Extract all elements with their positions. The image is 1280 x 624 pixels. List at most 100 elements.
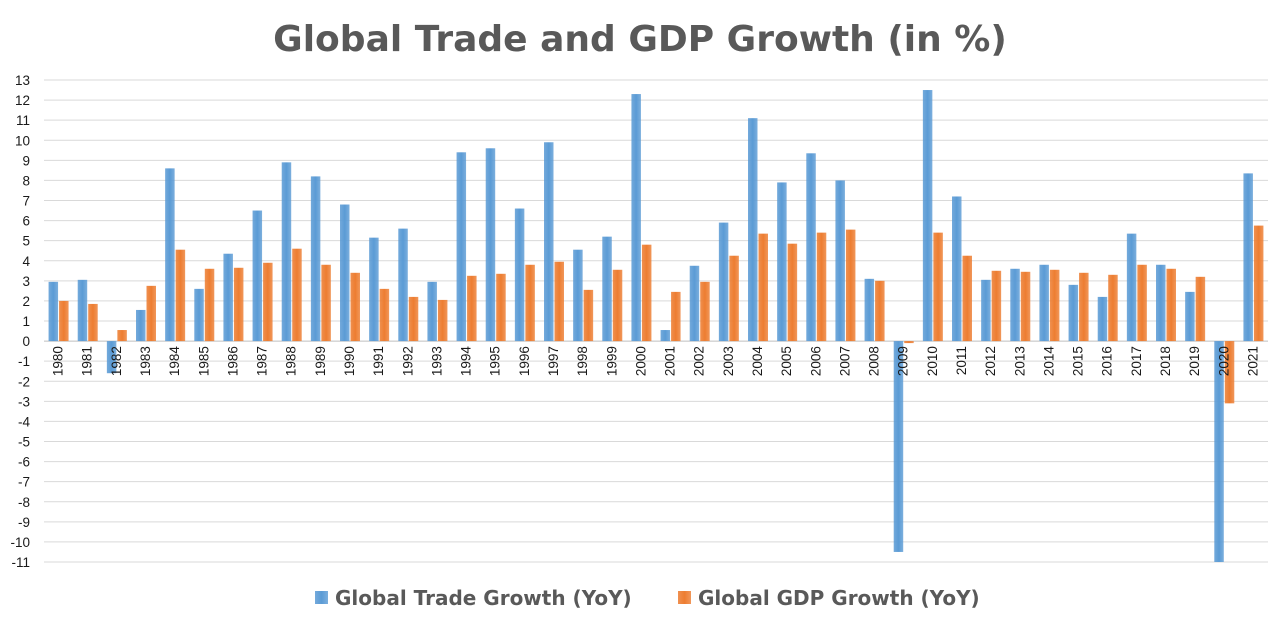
gdp-growth-bar bbox=[350, 272, 360, 342]
gdp-growth-bar bbox=[379, 288, 390, 342]
gdp-growth-bar bbox=[146, 285, 156, 342]
x-tick-label: 1989 bbox=[313, 346, 328, 376]
legend-label-trade: Global Trade Growth (YoY) bbox=[335, 586, 632, 610]
x-tick-label: 2012 bbox=[983, 346, 998, 376]
x-tick-label: 1999 bbox=[604, 346, 619, 376]
trade-growth-bar bbox=[893, 341, 904, 552]
legend-swatch-gdp bbox=[678, 591, 691, 604]
x-tick-label: 2014 bbox=[1041, 346, 1056, 377]
x-tick-label: 1982 bbox=[109, 346, 124, 376]
gdp-growth-bar bbox=[437, 299, 448, 342]
y-tick-label: -3 bbox=[18, 394, 30, 409]
y-tick-label: -5 bbox=[18, 435, 30, 450]
x-tick-label: 1980 bbox=[51, 346, 66, 376]
y-tick-label: -7 bbox=[18, 475, 30, 490]
gdp-growth-bar bbox=[467, 275, 477, 342]
gdp-growth-bar bbox=[59, 300, 69, 342]
y-tick-label: -6 bbox=[18, 455, 30, 470]
trade-growth-bar bbox=[77, 279, 88, 342]
gdp-growth-bar bbox=[88, 303, 98, 342]
trade-growth-bar bbox=[456, 152, 467, 342]
trade-growth-bar bbox=[252, 210, 263, 342]
y-tick-label: -8 bbox=[18, 495, 30, 510]
trade-growth-bar bbox=[718, 222, 729, 342]
trade-growth-bar bbox=[398, 228, 408, 342]
y-tick-label: -1 bbox=[18, 354, 30, 369]
y-tick-label: 7 bbox=[22, 194, 30, 209]
trade-growth-bar bbox=[1097, 296, 1108, 342]
gdp-growth-bar bbox=[1166, 268, 1176, 342]
trade-growth-bar bbox=[281, 162, 292, 342]
bars bbox=[48, 90, 1264, 562]
x-tick-label: 2017 bbox=[1129, 346, 1144, 376]
x-tick-label: 1993 bbox=[429, 346, 444, 376]
trade-growth-bar bbox=[106, 341, 117, 374]
trade-growth-bar bbox=[602, 236, 612, 342]
trade-growth-bar bbox=[660, 330, 671, 342]
gdp-growth-bar bbox=[671, 291, 681, 342]
y-tick-label: 2 bbox=[22, 294, 30, 309]
gdp-growth-bar bbox=[875, 280, 885, 342]
x-tick-label: 1996 bbox=[517, 346, 532, 376]
trade-growth-bar bbox=[223, 253, 233, 342]
gdp-growth-bar bbox=[1253, 225, 1264, 342]
trade-growth-bar bbox=[427, 281, 437, 342]
x-tick-label: 1995 bbox=[488, 346, 503, 376]
gridlines bbox=[44, 79, 1268, 563]
x-tick-label: 2021 bbox=[1245, 346, 1260, 376]
x-tick-label: 2003 bbox=[721, 346, 736, 376]
trade-growth-bar bbox=[981, 279, 991, 342]
x-tick-label: 2011 bbox=[954, 346, 969, 375]
y-tick-label: 5 bbox=[22, 234, 30, 249]
x-tick-label: 1994 bbox=[459, 346, 474, 377]
gdp-growth-bar bbox=[962, 255, 972, 342]
trade-growth-bar bbox=[922, 90, 933, 342]
trade-growth-bar bbox=[544, 142, 554, 342]
y-tick-label: 11 bbox=[16, 113, 30, 128]
y-tick-label: 6 bbox=[22, 214, 30, 229]
x-tick-label: 1997 bbox=[546, 346, 561, 376]
gdp-growth-bar bbox=[933, 232, 943, 342]
x-tick-label: 2018 bbox=[1158, 346, 1173, 376]
trade-growth-bar bbox=[689, 265, 700, 342]
trade-growth-bar bbox=[136, 309, 146, 342]
y-tick-label: 1 bbox=[22, 314, 30, 329]
gdp-growth-bar bbox=[612, 269, 623, 342]
trade-growth-bar bbox=[1039, 264, 1049, 342]
y-tick-label: 9 bbox=[22, 153, 30, 168]
gdp-growth-bar bbox=[758, 233, 768, 342]
x-tick-label: 2009 bbox=[896, 346, 911, 376]
x-tick-label: 1988 bbox=[284, 346, 299, 376]
x-tick-label: 2019 bbox=[1187, 346, 1202, 376]
legend-label-gdp: Global GDP Growth (YoY) bbox=[698, 586, 980, 610]
x-tick-label: 1983 bbox=[138, 346, 153, 376]
gdp-growth-bar bbox=[787, 243, 798, 342]
trade-growth-bar bbox=[1214, 341, 1224, 562]
y-tick-label: 3 bbox=[22, 274, 30, 289]
trade-growth-bar bbox=[194, 288, 204, 342]
x-tick-label: 1992 bbox=[400, 346, 415, 376]
gdp-growth-bar bbox=[1137, 264, 1147, 342]
gdp-growth-bar bbox=[729, 255, 739, 342]
x-tick-label: 1991 bbox=[371, 346, 386, 376]
gdp-growth-bar bbox=[904, 341, 914, 344]
x-tick-label: 1986 bbox=[225, 346, 240, 376]
trade-growth-bar bbox=[748, 118, 758, 342]
x-tick-label: 1985 bbox=[196, 346, 211, 376]
trade-growth-bar bbox=[835, 180, 845, 342]
trade-growth-bar bbox=[952, 196, 962, 342]
legend: Global Trade Growth (YoY) Global GDP Gro… bbox=[315, 586, 980, 610]
trade-growth-bar bbox=[48, 281, 59, 342]
gdp-growth-bar bbox=[117, 330, 127, 342]
y-tick-label: 4 bbox=[22, 254, 30, 269]
trade-growth-bar bbox=[340, 204, 350, 342]
x-tick-label: 2000 bbox=[633, 346, 648, 376]
y-tick-label: 13 bbox=[15, 73, 30, 88]
x-tick-label: 2002 bbox=[692, 346, 707, 376]
gdp-growth-bar bbox=[1079, 272, 1089, 342]
x-tick-label: 1987 bbox=[255, 346, 270, 376]
chart-title: Global Trade and GDP Growth (in %) bbox=[273, 19, 1007, 60]
gdp-growth-bar bbox=[816, 232, 827, 342]
trade-growth-bar bbox=[1010, 268, 1020, 342]
